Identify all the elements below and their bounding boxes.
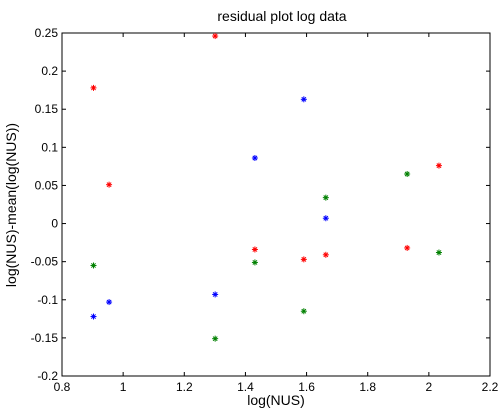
data-point — [251, 155, 258, 162]
data-point — [322, 251, 329, 258]
data-point — [212, 335, 219, 342]
data-point — [251, 259, 258, 266]
y-tick-label: 0 — [51, 217, 58, 231]
x-tick-label: 2.2 — [482, 380, 499, 394]
y-tick-label: 0.15 — [35, 102, 59, 116]
data-point — [212, 33, 219, 40]
y-tick-label: -0.15 — [31, 331, 59, 345]
y-tick-label: 0.2 — [41, 64, 58, 78]
data-point — [90, 313, 97, 320]
data-point — [435, 249, 442, 256]
data-point — [322, 215, 329, 222]
data-point — [435, 162, 442, 169]
x-tick-label: 1 — [120, 380, 127, 394]
x-tick-label: 1.2 — [176, 380, 193, 394]
x-tick-label: 2 — [426, 380, 433, 394]
y-axis-label: log(NUS)-mean(log(NUS)) — [3, 123, 19, 287]
data-point — [90, 84, 97, 91]
x-tick-label: 0.8 — [54, 380, 71, 394]
data-point — [251, 246, 258, 253]
x-axis-label: log(NUS) — [247, 392, 305, 408]
x-tick-label: 1.6 — [298, 380, 315, 394]
y-tick-label: -0.05 — [31, 255, 59, 269]
data-point — [212, 291, 219, 298]
x-tick-label: 1.8 — [359, 380, 376, 394]
data-point — [106, 299, 113, 306]
data-point — [300, 96, 307, 103]
y-tick-label: 0.25 — [35, 26, 59, 40]
chart-title: residual plot log data — [217, 8, 346, 24]
x-tick-label: 1.4 — [237, 380, 254, 394]
data-point — [404, 244, 411, 251]
data-point — [300, 256, 307, 263]
data-point — [404, 171, 411, 178]
data-point — [300, 308, 307, 315]
data-markers — [90, 33, 442, 342]
data-point — [106, 181, 113, 188]
y-tick-label: -0.2 — [37, 369, 58, 383]
y-tick-label: 0.1 — [41, 140, 58, 154]
y-tick-label: -0.1 — [37, 293, 58, 307]
data-point — [322, 194, 329, 201]
y-tick-label: 0.05 — [35, 178, 59, 192]
data-point — [90, 262, 97, 269]
plot-area — [61, 32, 491, 377]
axis-ticks: 0.8 1 1.2 1.4 1.6 1.8 2 2.2 -0.2 -0.15 -0.1 -0.05 0 0… — [31, 26, 499, 394]
